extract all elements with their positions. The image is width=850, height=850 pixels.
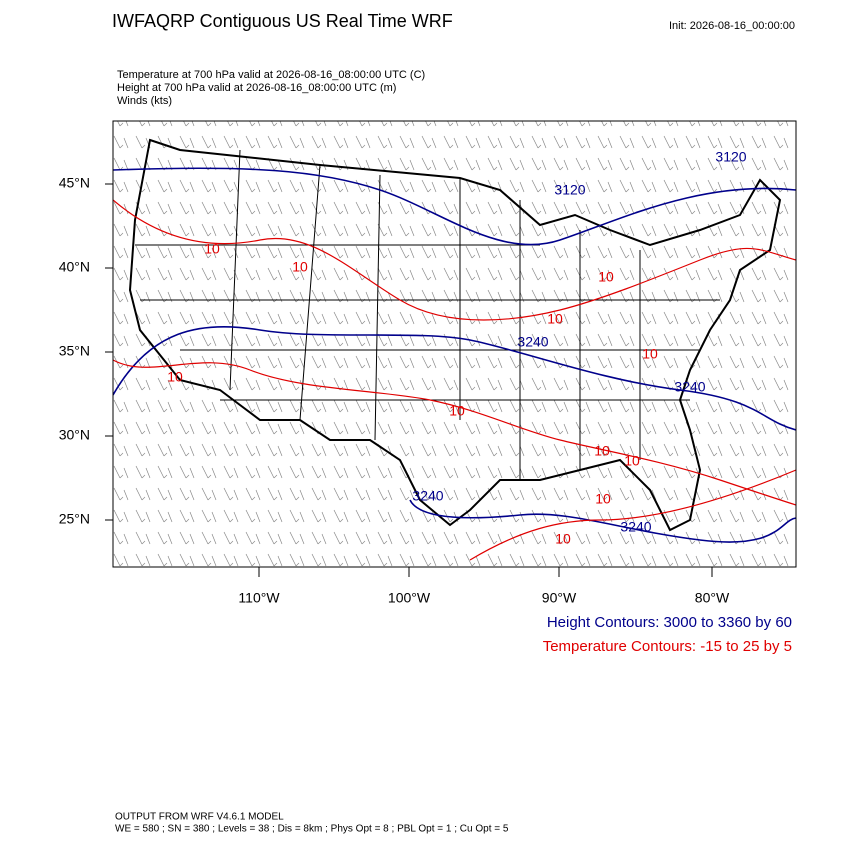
- lon-label: 90°W: [542, 590, 577, 606]
- field-line: Winds (kts): [117, 95, 172, 107]
- height-legend: Height Contours: 3000 to 3360 by 60: [547, 614, 792, 631]
- lat-label: 35°N: [59, 343, 90, 359]
- temperature-label: 10: [204, 241, 220, 257]
- map-area: [113, 121, 796, 567]
- state-borders: [135, 149, 720, 480]
- temperature-label: 10: [292, 259, 308, 275]
- temperature-contour: [113, 359, 796, 506]
- temperature-label: 10: [167, 369, 183, 385]
- height-contour: [409, 499, 796, 543]
- temperature-label: 10: [598, 269, 614, 285]
- height-label: 3120: [715, 149, 746, 165]
- temperature-label: 10: [555, 531, 571, 547]
- map-frame: [112, 120, 797, 568]
- lat-axis: 45°N 40°N 35°N 30°N 25°N: [59, 175, 90, 527]
- temperature-label: 10: [449, 403, 465, 419]
- temperature-label: 10: [547, 311, 563, 327]
- init-time: Init: 2026-08-16_00:00:00: [669, 20, 795, 32]
- lon-label: 110°W: [238, 590, 280, 606]
- height-contour: [113, 167, 796, 246]
- temperature-label: 10: [642, 346, 658, 362]
- height-label: 3240: [517, 334, 548, 350]
- temperature-contour: [113, 199, 796, 321]
- lon-label: 80°W: [695, 590, 730, 606]
- us-outline: [128, 138, 782, 532]
- lat-label: 40°N: [59, 259, 90, 275]
- temperature-label: 10: [624, 453, 640, 469]
- temperature-label: 10: [594, 443, 610, 459]
- height-contour: [113, 325, 796, 431]
- lat-label: 25°N: [59, 511, 90, 527]
- height-label: 3240: [412, 488, 443, 504]
- footer-line: WE = 580 ; SN = 380 ; Levels = 38 ; Dis …: [115, 824, 509, 835]
- height-label: 3240: [674, 379, 705, 395]
- height-label: 3120: [554, 182, 585, 198]
- lon-label: 100°W: [388, 590, 431, 606]
- footer-line: OUTPUT FROM WRF V4.6.1 MODEL: [115, 812, 284, 823]
- temperature-contour: [469, 469, 796, 561]
- temperature-label: 10: [595, 491, 611, 507]
- ticks: [105, 183, 713, 577]
- lat-label: 30°N: [59, 427, 90, 443]
- lat-label: 45°N: [59, 175, 90, 191]
- temperature-legend: Temperature Contours: -15 to 25 by 5: [543, 638, 792, 655]
- wind-barbs: [113, 121, 796, 567]
- lon-axis: 110°W 100°W 90°W 80°W: [238, 590, 730, 606]
- field-line: Temperature at 700 hPa valid at 2026-08-…: [117, 69, 425, 81]
- title: IWFAQRP Contiguous US Real Time WRF: [112, 11, 453, 31]
- field-line: Height at 700 hPa valid at 2026-08-16_08…: [117, 82, 396, 94]
- height-label: 3240: [620, 519, 651, 535]
